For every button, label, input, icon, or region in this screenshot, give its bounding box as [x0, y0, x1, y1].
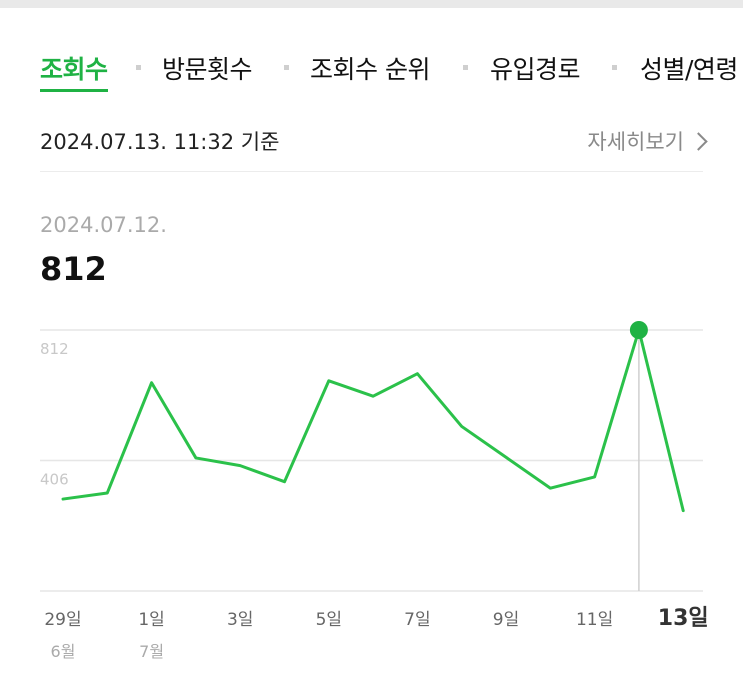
tab-view-ranking[interactable]: 조회수 순위 — [310, 55, 430, 84]
tab-separator — [136, 65, 141, 70]
detail-link-label: 자세히보기 — [587, 130, 684, 154]
x-tick-label: 9일 — [493, 610, 519, 630]
x-tick-label: 13일 — [658, 606, 709, 631]
x-tick-label: 11일 — [576, 610, 613, 630]
stats-tab-bar: 조회수 방문횟수 조회수 순위 유입경로 성별/연령 — [0, 8, 743, 118]
y-tick-label: 812 — [40, 340, 69, 358]
tab-gender-age[interactable]: 성별/연령 — [640, 55, 738, 84]
selected-date: 2024.07.12. — [40, 213, 167, 237]
views-line-chart[interactable]: 406 812 29일 6월 1일 7월 3일 5일 7일 9일 11일 13일 — [0, 8, 743, 693]
x-tick-month-label: 6월 — [51, 642, 76, 661]
tab-referrers[interactable]: 유입경로 — [490, 55, 581, 84]
x-tick-label: 7일 — [404, 610, 430, 630]
stats-card: 조회수 방문횟수 조회수 순위 유입경로 성별/연령 2024.07.13. 1… — [0, 8, 743, 693]
x-tick-month-label: 7월 — [139, 642, 164, 661]
series-line — [61, 328, 685, 513]
tab-separator — [284, 65, 289, 70]
detail-link[interactable]: 자세히보기 — [587, 126, 708, 156]
x-tick-label: 29일 — [44, 610, 81, 630]
basis-timestamp: 2024.07.13. 11:32 기준 — [40, 130, 280, 154]
tab-visits[interactable]: 방문횟수 — [162, 55, 253, 84]
y-tick-label: 406 — [40, 471, 69, 489]
x-tick-label: 3일 — [227, 610, 253, 630]
tab-separator — [463, 65, 468, 70]
tab-views[interactable]: 조회수 — [40, 50, 108, 92]
selected-point — [629, 321, 648, 339]
divider — [40, 171, 703, 172]
x-tick-label: 1일 — [138, 610, 164, 630]
selected-value: 812 — [40, 250, 107, 288]
tab-separator — [612, 65, 617, 70]
x-tick-label: 5일 — [316, 610, 342, 630]
